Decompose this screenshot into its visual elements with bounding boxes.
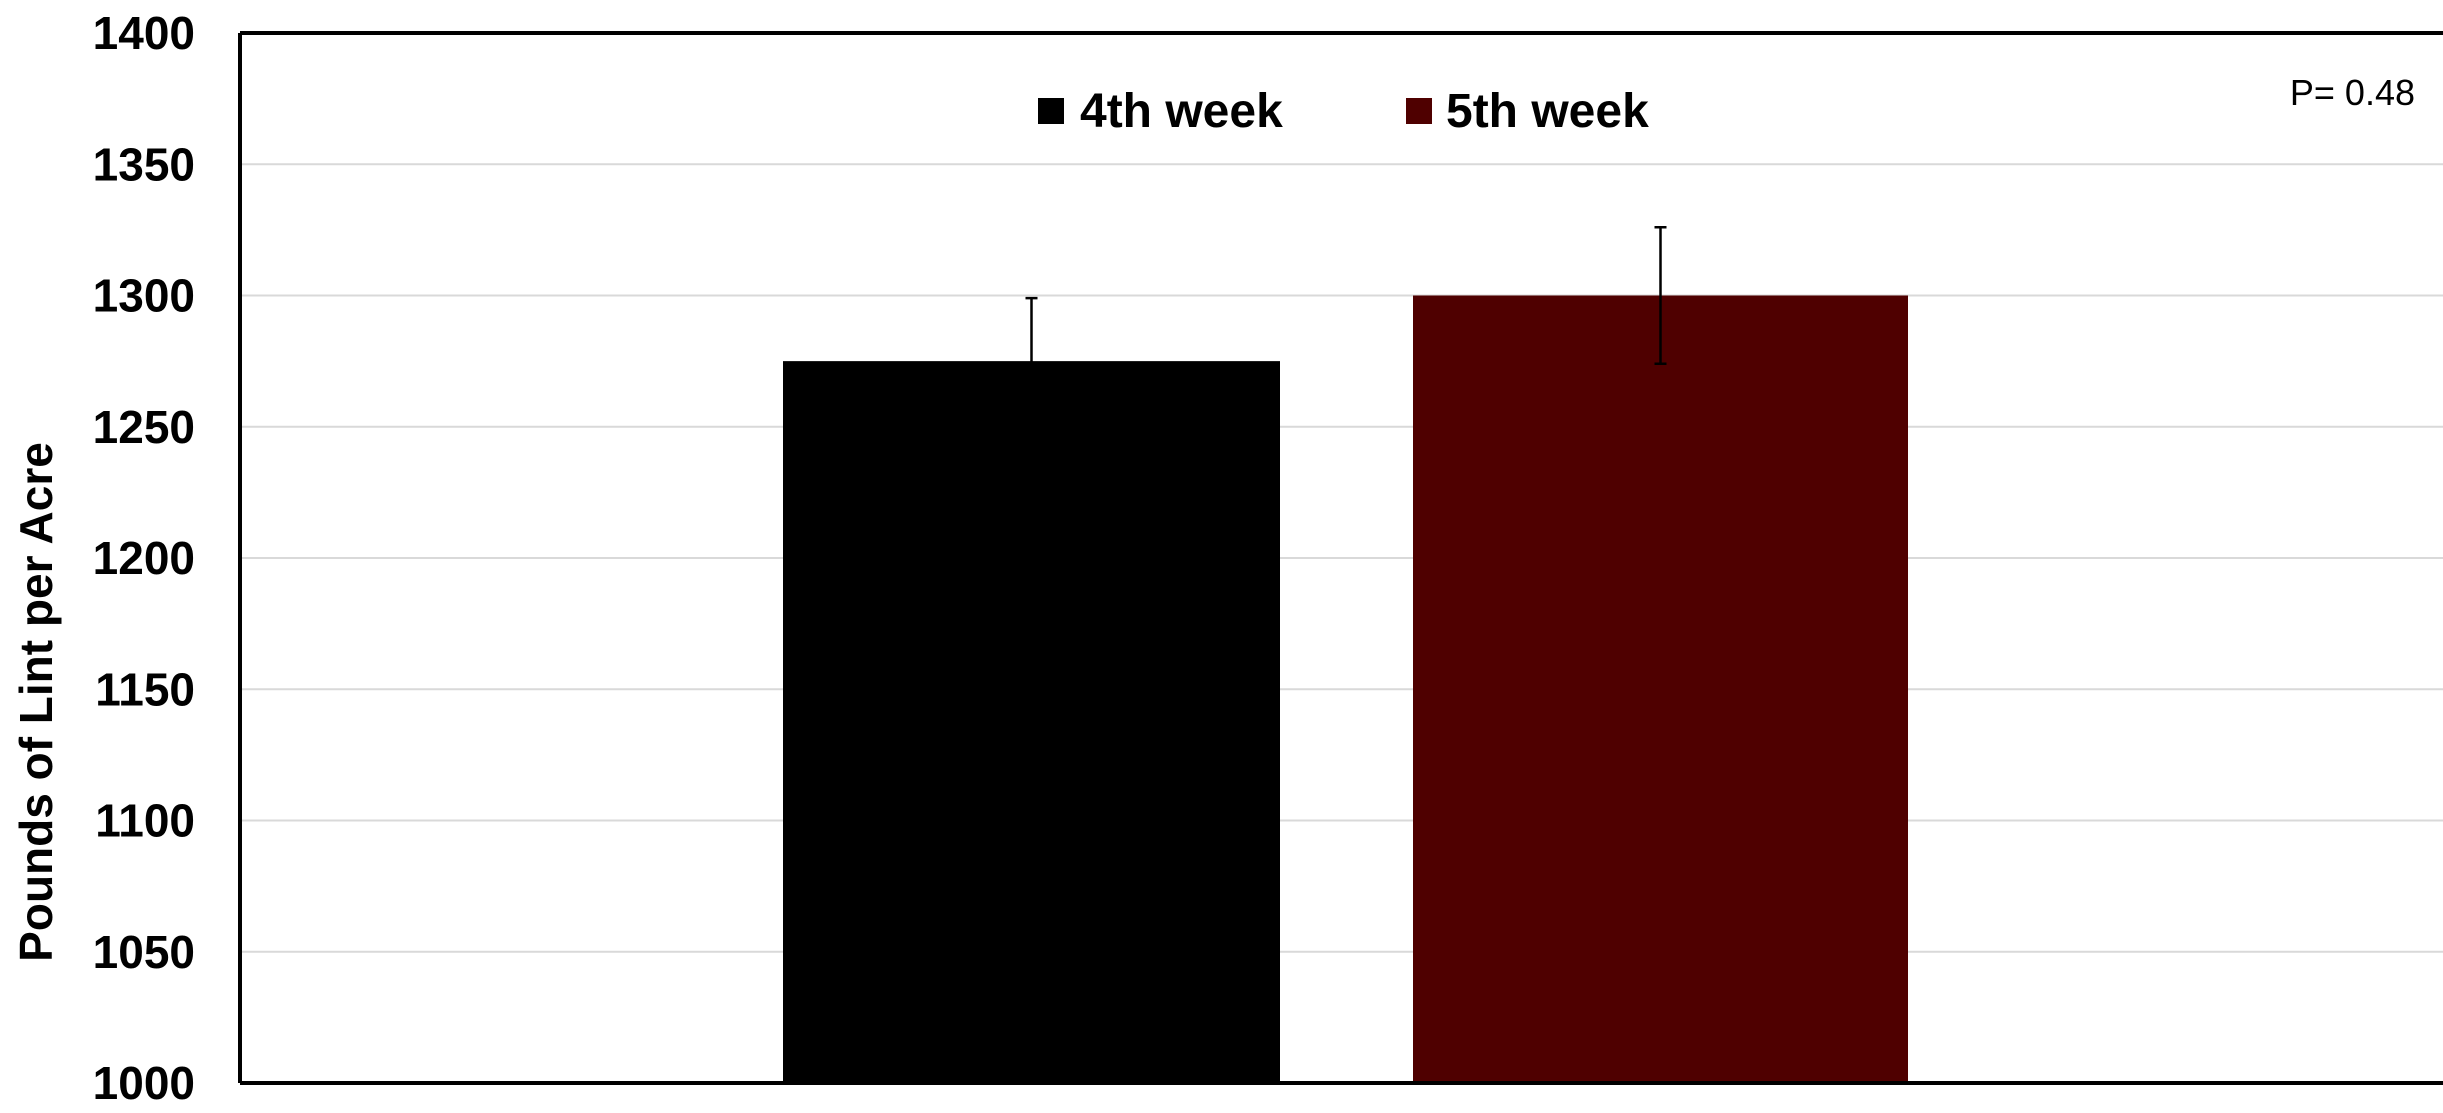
y-tick-label: 1300	[93, 270, 195, 322]
y-tick-label: 1050	[93, 926, 195, 978]
bar-2	[1413, 295, 1908, 1083]
y-tick-label: 1400	[93, 7, 195, 59]
p-value-annotation: P= 0.48	[2290, 72, 2415, 113]
y-tick-label: 1000	[93, 1057, 195, 1108]
y-tick-label: 1350	[93, 138, 195, 190]
axes	[238, 31, 2443, 1085]
y-tick-label: 1100	[95, 795, 195, 847]
legend-label-1: 4th week	[1080, 85, 1283, 138]
y-axis-title: Pounds of Lint per Acre	[10, 442, 62, 962]
legend-swatch-1	[1038, 98, 1064, 124]
legend: 4th week 5th week	[1038, 85, 1649, 138]
legend-label-2: 5th week	[1446, 85, 1649, 138]
error-bars	[1025, 226, 1667, 426]
y-tick-label: 1250	[93, 401, 195, 453]
y-tick-label: 1150	[95, 663, 195, 715]
bars	[783, 295, 1908, 1083]
y-tick-label: 1200	[93, 532, 195, 584]
y-tick-labels: 1000 1050 1100 1150 1200 1250 1300 1350 1400	[93, 7, 195, 1109]
legend-swatch-2	[1406, 98, 1432, 124]
gridlines	[240, 32, 2443, 953]
bar-1	[783, 361, 1280, 1083]
